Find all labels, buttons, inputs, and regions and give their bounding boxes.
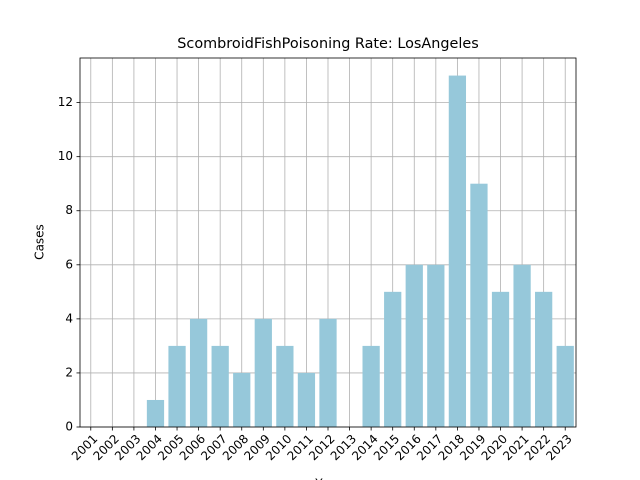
bar [319, 318, 337, 427]
y-tick-label: 8 [65, 203, 73, 217]
bar [405, 264, 423, 427]
y-tick-label: 0 [65, 420, 73, 434]
y-tick-label: 6 [65, 257, 73, 271]
chart-title: ScombroidFishPoisoning Rate: LosAngeles [177, 36, 478, 52]
bar [384, 291, 402, 427]
bar [491, 291, 510, 427]
bar [233, 372, 251, 427]
bar [254, 318, 272, 427]
y-tick-label: 10 [58, 149, 73, 163]
bar [535, 291, 553, 427]
y-axis-label: Cases [33, 224, 47, 260]
bar [189, 318, 208, 427]
bar [168, 345, 186, 427]
bar [276, 345, 294, 427]
bar [146, 399, 165, 427]
bar [448, 75, 467, 428]
y-tick-label: 4 [65, 311, 73, 325]
axes-frame [79, 57, 577, 428]
bar [556, 345, 574, 427]
x-axis-label: Year [314, 477, 340, 480]
bar [513, 264, 531, 427]
bar [362, 345, 380, 427]
bar [211, 345, 229, 427]
y-tick-label: 2 [65, 365, 73, 379]
bar [427, 264, 445, 427]
bar [470, 183, 488, 427]
y-tick-label: 12 [58, 95, 73, 109]
bar [297, 372, 316, 427]
